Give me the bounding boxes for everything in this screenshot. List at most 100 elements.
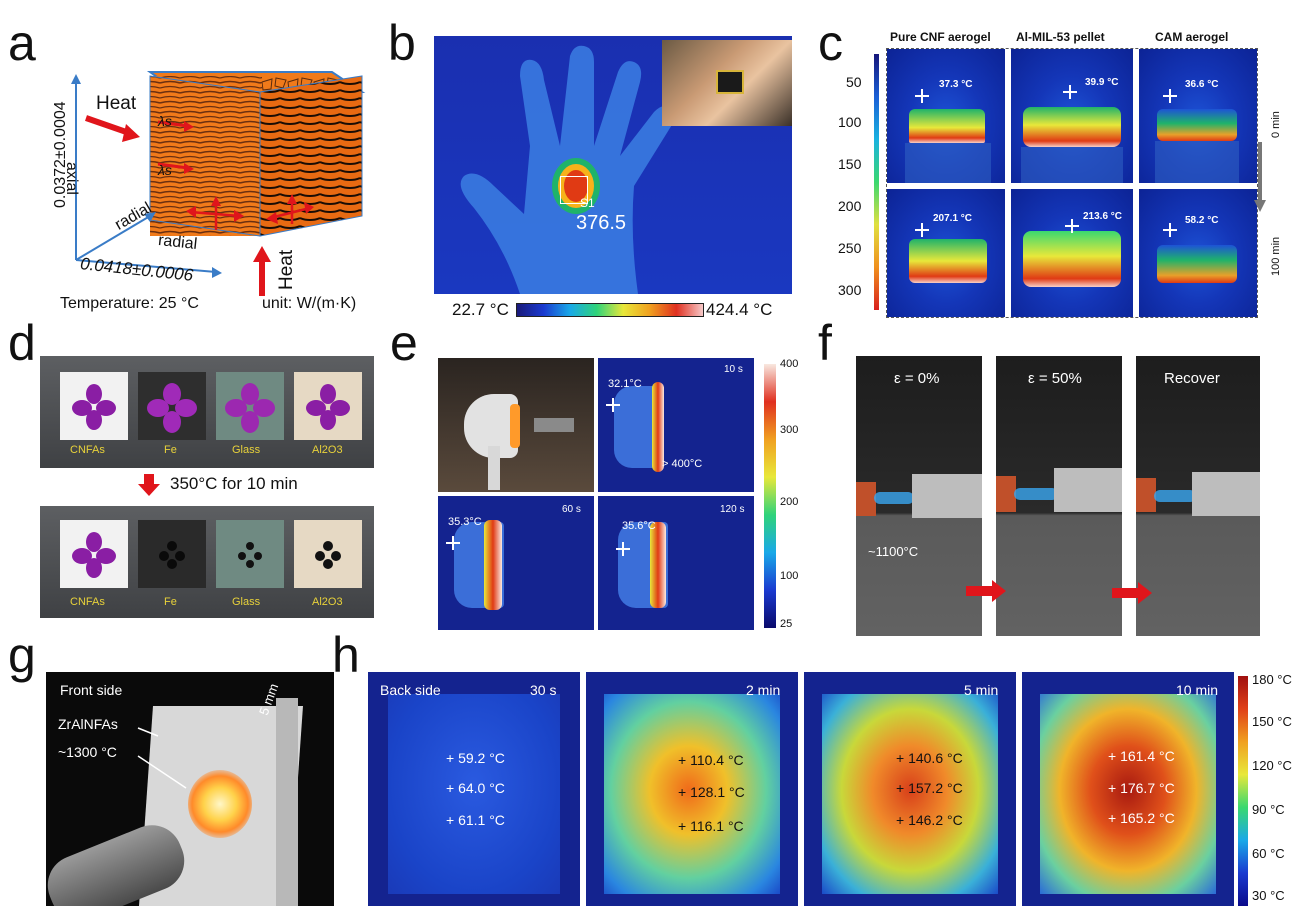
heat-label-left: Heat xyxy=(96,93,137,114)
h-frame-30s: Back side 30 s + 59.2 °C + 64.0 °C + 61.… xyxy=(368,672,580,906)
label-fe-before: Fe xyxy=(164,444,177,456)
time-end-label: 100 min xyxy=(1270,236,1282,276)
h-5min-time: 5 min xyxy=(964,682,999,698)
h-tick-150: 150 °C xyxy=(1252,714,1292,729)
frame-10s-time: 10 s xyxy=(724,364,743,375)
label-cnfas-before: CNFAs xyxy=(70,444,105,456)
scale-max-label: 424.4 °C xyxy=(706,300,773,319)
axial-value: 0.0372±0.0004 xyxy=(52,101,69,208)
label-cnfas-after: CNFAs xyxy=(70,596,105,608)
panel-f: ε = 0% ~1100°C ε = 50% Recover xyxy=(856,356,1260,636)
time-arrow xyxy=(1258,142,1262,202)
mil53-100min: 213.6 °C xyxy=(1011,189,1133,317)
unit-label: unit: W/(m·K) xyxy=(262,295,357,312)
y-tick-250: 250 xyxy=(838,240,862,256)
strain-0-label: ε = 0% xyxy=(894,370,940,387)
h-5min-top: + 140.6 °C xyxy=(896,750,963,766)
panel-label-h: h xyxy=(332,627,360,683)
h-tick-60: 60 °C xyxy=(1252,846,1285,861)
time-start-label: 0 min xyxy=(1270,111,1282,138)
frame-10s-min: 32.1°C xyxy=(608,378,642,390)
h-frame-2min: 2 min + 110.4 °C + 128.1 °C + 116.1 °C xyxy=(586,672,798,906)
treatment-label: 350°C for 10 min xyxy=(170,474,298,493)
sample-cnfas-after xyxy=(60,520,128,588)
h-10min-mid: + 176.7 °C xyxy=(1108,780,1175,796)
ir-frame-120s: 120 s 35.6°C xyxy=(598,496,754,630)
hand-temperature-reading: 376.5 xyxy=(576,212,627,234)
h-5min-bottom: + 146.2 °C xyxy=(896,812,963,828)
torch-photo xyxy=(438,358,594,492)
label-al2o3-before: Al2O3 xyxy=(312,444,343,456)
mil53-0min: 39.9 °C xyxy=(1011,49,1133,183)
h-2min-time: 2 min xyxy=(746,682,781,698)
y-tick-200: 200 xyxy=(838,198,862,214)
cube-side-face xyxy=(259,75,363,237)
h-30s-bottom: + 61.1 °C xyxy=(446,812,505,828)
cam-100min: 58.2 °C xyxy=(1139,189,1257,317)
panel-label-c: c xyxy=(818,15,843,71)
frame-60s-time: 60 s xyxy=(562,504,581,515)
cnf-0min-temp: 37.3 °C xyxy=(939,79,973,90)
h-10min-bottom: + 165.2 °C xyxy=(1108,810,1175,826)
arrow-to-50-icon xyxy=(966,586,994,596)
ir-frame-60s: 60 s 35.3°C xyxy=(438,496,594,630)
e-tick-300: 300 xyxy=(780,424,799,436)
cnf-0min: 37.3 °C xyxy=(887,49,1005,183)
flame-frame-50: ε = 50% xyxy=(996,356,1122,636)
panel-c: Pure CNF aerogel Al-MIL-53 pellet CAM ae… xyxy=(838,28,1282,318)
before-photo: CNFAs Fe Glass Al2O3 xyxy=(40,356,374,468)
marker-label: S1 xyxy=(580,196,595,210)
panel-e: 10 s 32.1°C > 400°C 60 s 35.3°C 120 s 35… xyxy=(438,358,818,630)
glowing-spot xyxy=(188,770,252,838)
anisotropic-cube-diagram xyxy=(71,71,366,296)
frame-10s-max: > 400°C xyxy=(662,458,703,470)
label-fe-after: Fe xyxy=(164,596,177,608)
y-tick-150: 150 xyxy=(838,156,862,172)
frame-120s-min: 35.6°C xyxy=(622,520,656,532)
color-scale-bar xyxy=(516,303,704,317)
panel-h: Back side 30 s + 59.2 °C + 64.0 °C + 61.… xyxy=(368,672,1298,906)
panel-label-d: d xyxy=(8,315,36,371)
front-side-label: Front side xyxy=(60,682,123,698)
h-2min-mid: + 128.1 °C xyxy=(678,784,745,800)
column-title-3: CAM aerogel xyxy=(1155,30,1229,44)
thermal-grid: 37.3 °C 39.9 °C 36.6 °C 207.1 °C 213.6 °… xyxy=(886,48,1258,318)
h-tick-180: 180 °C xyxy=(1252,672,1292,687)
lambda-label-1: λs xyxy=(158,113,172,129)
sample-glass-after xyxy=(216,520,284,588)
panel-b: S1 376.5 xyxy=(434,36,792,294)
heat-label-bottom: Heat xyxy=(276,249,297,290)
cam-100min-temp: 58.2 °C xyxy=(1185,215,1219,226)
h-10min-time: 10 min xyxy=(1176,682,1219,698)
material-label: ZrAlNFAs xyxy=(58,716,118,732)
y-tick-100: 100 xyxy=(838,114,862,130)
h-30s-mid: + 64.0 °C xyxy=(446,780,505,796)
recover-label: Recover xyxy=(1164,370,1220,387)
e-colorbar xyxy=(764,364,776,628)
panel-label-e: e xyxy=(390,315,418,371)
frame-60s-min: 35.3°C xyxy=(448,516,482,528)
e-tick-25: 25 xyxy=(780,618,793,630)
mil53-100min-temp: 213.6 °C xyxy=(1083,211,1123,222)
h-frame-10min: 10 min + 161.4 °C + 176.7 °C + 165.2 °C xyxy=(1022,672,1234,906)
e-tick-400: 400 xyxy=(780,358,799,370)
panel-d: CNFAs Fe Glass Al2O3 350°C for 10 min CN… xyxy=(40,356,374,620)
scale-min-label: 22.7 °C xyxy=(452,300,509,319)
h-30s-top: + 59.2 °C xyxy=(446,750,505,766)
panel-label-b: b xyxy=(388,15,416,71)
h-frame-5min: 5 min + 140.6 °C + 157.2 °C + 146.2 °C xyxy=(804,672,1016,906)
h-tick-120: 120 °C xyxy=(1252,758,1292,773)
down-arrow-icon xyxy=(144,474,154,486)
panel-label-a: a xyxy=(8,15,36,71)
panel-label-g: g xyxy=(8,627,36,683)
h-tick-30: 30 °C xyxy=(1252,888,1285,903)
sample-fe-after xyxy=(138,520,206,588)
label-glass-after: Glass xyxy=(232,596,261,608)
h-5min-mid: + 157.2 °C xyxy=(896,780,963,796)
cam-0min-temp: 36.6 °C xyxy=(1185,79,1219,90)
h-30s-time: 30 s xyxy=(530,682,557,698)
h-tick-90: 90 °C xyxy=(1252,802,1285,817)
h-2min-top: + 110.4 °C xyxy=(678,752,744,768)
flame-temperature: ~1100°C xyxy=(868,544,919,559)
measurement-crosshair xyxy=(560,176,588,204)
